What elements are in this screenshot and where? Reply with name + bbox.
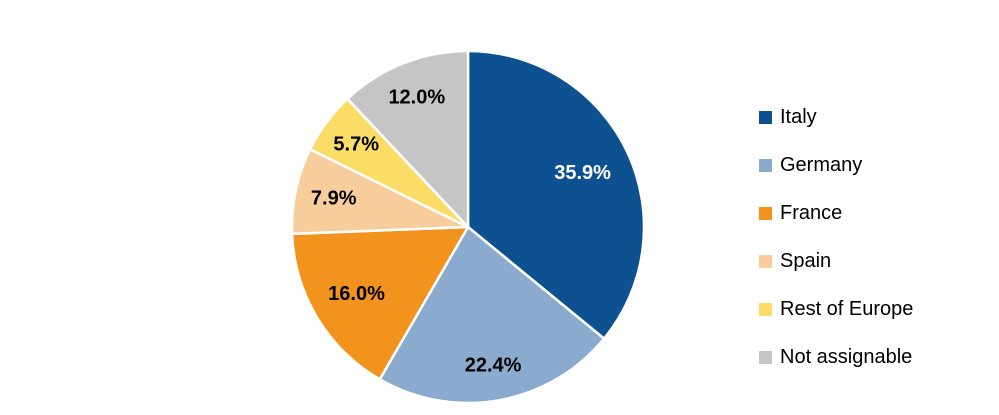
slice-label-italy: 35.9% [554,162,611,184]
legend-swatch-icon [759,255,772,268]
slice-label-germany: 22.4% [465,355,522,377]
slice-label-not-assignable: 12.0% [388,87,445,109]
pie-slice-france [290,225,470,381]
legend-item-italy: Italy [759,104,913,131]
pie-slice-not-assignable [346,49,470,229]
slice-label-france: 16.0% [328,283,385,305]
legend-label: Spain [780,250,832,272]
legend-swatch-icon [759,159,772,172]
legend-swatch-icon [759,207,772,220]
legend-item-rest-of-europe: Rest of Europe [759,296,913,323]
pie-slice-germany [378,225,606,405]
slice-label-rest-of-europe: 5.7% [333,133,379,155]
pie-slice-italy [466,49,646,340]
legend-label: Italy [780,106,817,128]
legend-label: Germany [780,154,863,176]
chart-legend: Italy Germany France Spain Rest of Europe Not… [759,104,913,371]
legend-item-germany: Germany [759,152,913,179]
slice-label-spain: 7.9% [311,188,357,210]
legend-label: Rest of Europe [780,298,914,320]
legend-swatch-icon [759,351,772,364]
legend-swatch-icon [759,111,772,124]
legend-item-spain: Spain [759,248,913,275]
legend-item-not-assignable: Not assignable [759,344,913,371]
legend-label: Not assignable [780,346,913,368]
legend-swatch-icon [759,303,772,316]
legend-label: France [780,202,843,224]
legend-item-france: France [759,200,913,227]
